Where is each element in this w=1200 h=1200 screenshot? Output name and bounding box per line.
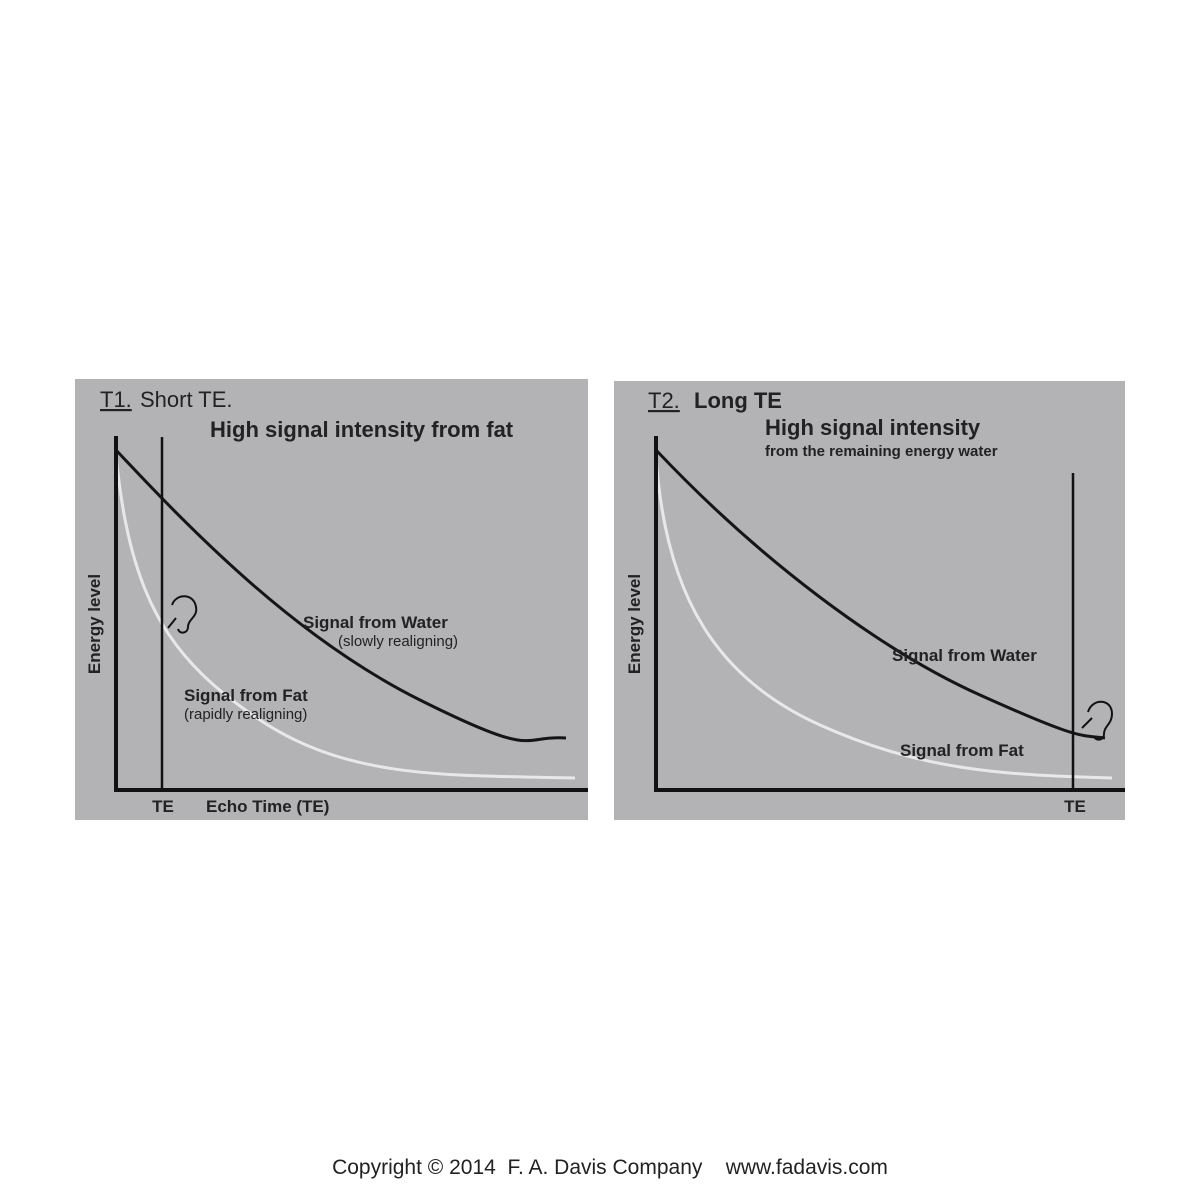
water-note: (slowly realigning) <box>338 633 458 650</box>
te-label: TE <box>1064 797 1086 816</box>
panel-heading: High signal intensity from fat <box>210 417 514 442</box>
x-axis-label: Echo Time (TE) <box>206 797 329 816</box>
water-label: Signal from Water <box>303 613 448 632</box>
fat-curve <box>654 454 1113 780</box>
y-axis-label: Energy level <box>85 574 104 674</box>
panel-label: T2. <box>648 388 680 413</box>
panel-heading: High signal intensity <box>765 415 981 440</box>
water-label: Signal from Water <box>892 646 1037 665</box>
panel-label: T1. <box>100 387 132 412</box>
ear-icon <box>167 595 198 634</box>
fat-label: Signal from Fat <box>900 741 1024 760</box>
panel-title: Long TE <box>694 388 782 413</box>
fat-note: (rapidly realigning) <box>184 706 307 723</box>
panel-subheading: from the remaining energy water <box>765 443 998 460</box>
water-curve <box>114 448 567 743</box>
fat-curve <box>114 454 576 780</box>
ear-icon <box>1081 700 1114 741</box>
y-axis-label: Energy level <box>625 574 644 674</box>
te-label: TE <box>152 797 174 816</box>
panel-background <box>75 379 588 820</box>
panel-t2: T2. Long TE High signal intensity from t… <box>614 381 1125 820</box>
panel-background <box>614 381 1125 820</box>
panel-t1: T1. Short TE. High signal intensity from… <box>75 379 588 820</box>
footer: Copyright © 2014 F. A. Davis Company www… <box>332 1156 888 1179</box>
panel-title: Short TE. <box>140 387 233 412</box>
water-curve <box>654 448 1106 740</box>
fat-label: Signal from Fat <box>184 686 308 705</box>
